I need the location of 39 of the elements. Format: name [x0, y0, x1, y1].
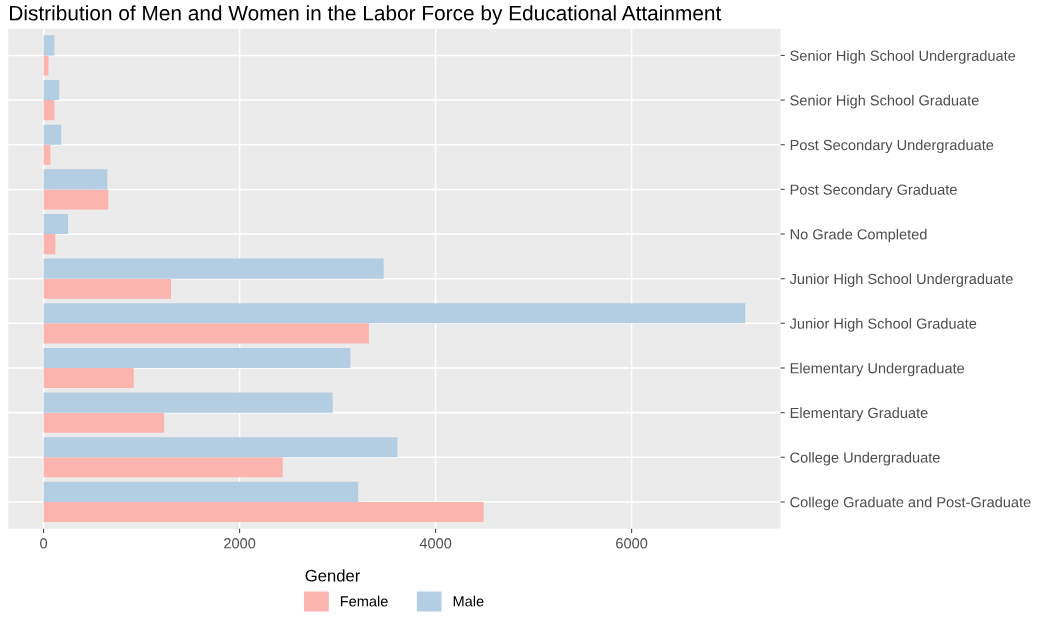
bar — [43, 412, 165, 433]
y-tick-label: Junior High School Undergraduate — [789, 273, 1013, 287]
bar — [43, 501, 484, 523]
y-tick-label: Senior High School Graduate — [790, 94, 979, 109]
bar — [43, 481, 359, 502]
bar — [43, 124, 62, 145]
chart-title: Distribution of Men and Women in the Labor Force by Educational Attainment — [10, 5, 722, 25]
y-tick-label: Post Secondary Undergraduate — [790, 139, 994, 154]
legend-label: Male — [453, 595, 484, 607]
bar — [43, 213, 69, 235]
x-tick-label: 6000 — [616, 538, 648, 549]
bar — [43, 323, 369, 344]
y-tick-label: No Grade Completed — [790, 228, 927, 243]
bar — [43, 303, 746, 324]
y-tick-label: Elementary Graduate — [790, 407, 928, 421]
bar — [43, 169, 108, 190]
y-tick-label: Post Secondary Graduate — [790, 184, 957, 198]
bar — [43, 80, 60, 101]
y-tick-label: Senior High School Undergraduate — [790, 50, 1016, 64]
bar — [43, 35, 55, 56]
x-tick-label: 0 — [40, 538, 48, 549]
y-tick-label: College Graduate and Post-Graduate — [790, 496, 1031, 511]
y-tick-label: Junior High School Graduate — [789, 318, 977, 332]
bar — [43, 392, 333, 413]
y-tick-label: College Undergraduate — [790, 451, 940, 466]
x-tick-label: 4000 — [419, 538, 452, 549]
x-tick-label: 2000 — [224, 538, 256, 549]
bar — [43, 347, 351, 368]
bar — [43, 234, 56, 255]
bar — [43, 278, 171, 299]
legend-label: Female — [340, 595, 388, 607]
bar — [43, 189, 109, 210]
bar — [43, 437, 398, 458]
bar — [43, 367, 134, 389]
bar — [43, 457, 283, 478]
y-tick-label: Elementary Undergraduate — [790, 362, 965, 377]
bar — [43, 100, 55, 121]
bar — [43, 258, 384, 279]
legend-title: Gender — [305, 569, 361, 582]
